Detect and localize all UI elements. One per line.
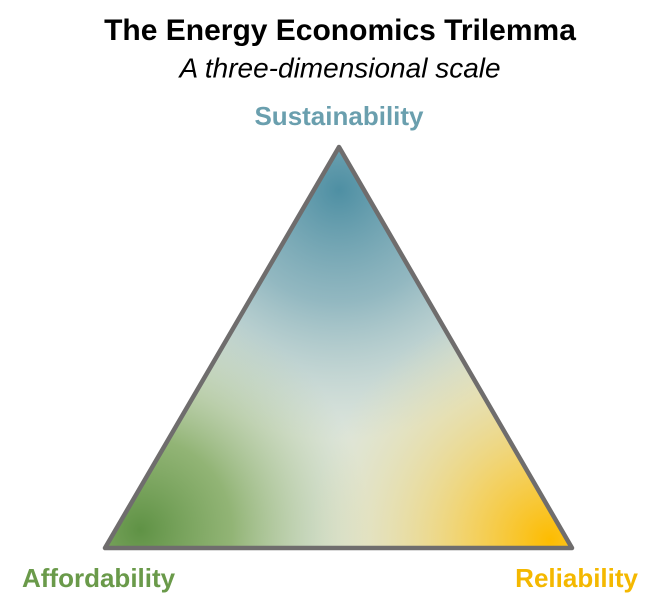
triangle-fill bbox=[105, 147, 572, 548]
vertex-label: Reliability bbox=[515, 563, 638, 593]
title: The Energy Economics Trilemma bbox=[104, 14, 576, 47]
triangle-outline bbox=[102, 144, 575, 551]
vertex-label: Affordability bbox=[22, 563, 176, 593]
subtitle: A three-dimensional scale bbox=[177, 52, 500, 83]
vertex-label: Sustainability bbox=[254, 101, 424, 131]
